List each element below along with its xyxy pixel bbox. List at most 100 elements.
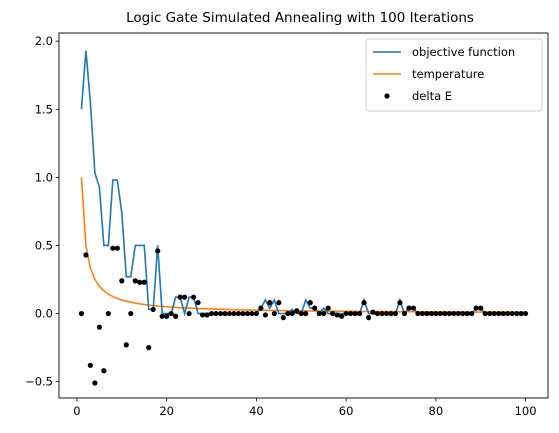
delta-e-point [141, 279, 147, 285]
delta-e-point [137, 279, 143, 285]
axes-ticks: 0 20 40 60 80 100 −0.5 0.0 0.5 1.0 1.5 2.0 [25, 34, 536, 418]
delta-e-point [383, 310, 390, 317]
delta-e-point [271, 310, 277, 317]
delta-e-point [164, 313, 170, 319]
delta-e-point [217, 310, 224, 317]
legend: objective function temperature delta E [365, 38, 543, 112]
delta-e-point [433, 310, 439, 317]
delta-e-point [424, 310, 430, 317]
delta-e-point [87, 362, 93, 368]
delta-e-point [285, 310, 291, 317]
delta-e-point [442, 310, 448, 317]
delta-e-point [78, 310, 85, 317]
axes-frame [58, 32, 549, 399]
delta-e-point [415, 310, 421, 317]
delta-e-point [451, 310, 457, 317]
delta-e-point [303, 310, 309, 317]
delta-e-point [101, 368, 107, 374]
delta-e-point [222, 310, 228, 317]
delta-e-point [231, 310, 237, 317]
delta-e-point [168, 310, 174, 317]
delta-e-point [186, 310, 192, 317]
delta-e-point [514, 310, 520, 317]
y-tick-label: 0.0 [35, 307, 53, 321]
delta-e-point [267, 300, 273, 306]
delta-e-point [105, 310, 111, 317]
y-tick-label: −0.5 [25, 375, 53, 389]
delta-e-point [496, 310, 502, 317]
delta-e-point [159, 313, 165, 319]
delta-e-point [96, 324, 102, 330]
delta-e-point [334, 312, 340, 318]
delta-e-point [226, 310, 233, 317]
x-tick-label: 20 [159, 404, 174, 418]
delta-e-point [428, 310, 434, 317]
y-tick-label: 0.5 [35, 238, 53, 252]
legend-delta-e-swatch [384, 93, 390, 99]
x-tick-label: 100 [515, 404, 537, 418]
delta-e-point [173, 313, 179, 319]
delta-e-point [235, 310, 242, 317]
delta-e-point [128, 310, 134, 317]
delta-e-point [509, 310, 515, 317]
x-tick-label: 80 [429, 404, 444, 418]
delta-e-point [208, 310, 215, 317]
delta-e-point [446, 310, 452, 317]
delta-e-point [132, 278, 138, 284]
delta-e-point [321, 310, 327, 317]
delta-e-point [199, 312, 206, 318]
delta-e-point [325, 305, 331, 311]
delta-e-point [146, 345, 152, 351]
delta-e-point [469, 310, 475, 317]
delta-e-point [505, 310, 511, 317]
delta-e-point [123, 342, 129, 348]
delta-e-point [213, 310, 219, 317]
delta-e-point [374, 310, 381, 317]
delta-e-point [294, 308, 300, 314]
delta-e-point [280, 315, 286, 321]
y-tick-label: 1.5 [35, 102, 53, 116]
delta-e-point [500, 310, 506, 317]
delta-e-point [410, 305, 417, 311]
delta-e-point [487, 310, 493, 317]
y-tick-label: 1.0 [35, 170, 53, 184]
temperature-line [80, 177, 526, 314]
delta-e-point [262, 312, 268, 318]
delta-e-point [240, 310, 246, 317]
delta-e-point [258, 305, 264, 311]
legend-objective-label: objective function [412, 45, 515, 59]
delta-e-point [289, 310, 295, 317]
x-tick-label: 60 [339, 404, 354, 418]
delta-e-point [298, 310, 304, 317]
delta-e-point [388, 310, 394, 317]
delta-e-point [464, 310, 470, 317]
delta-e-point [244, 310, 251, 317]
x-tick-label: 40 [249, 404, 264, 418]
delta-e-point [182, 294, 188, 300]
delta-e-point [437, 310, 443, 317]
delta-e-point [356, 310, 363, 317]
delta-e-point [249, 310, 255, 317]
delta-e-point [177, 294, 183, 300]
delta-e-point [204, 312, 210, 318]
delta-e-point [397, 300, 403, 306]
delta-e-point [190, 294, 197, 300]
delta-e-point [419, 310, 425, 317]
delta-e-point [253, 310, 259, 317]
delta-e-point [406, 305, 412, 311]
delta-e-point [361, 300, 367, 306]
legend-temperature-label: temperature [412, 67, 484, 81]
delta-e-point [316, 310, 322, 317]
delta-e-point [478, 305, 484, 311]
delta-e-point [473, 305, 479, 311]
legend-delta-e-label: delta E [412, 89, 452, 103]
delta-e-point [343, 310, 349, 317]
delta-e-point [379, 310, 385, 317]
delta-e-point [114, 245, 120, 251]
delta-e-point [150, 306, 156, 313]
delta-e-point [348, 310, 354, 317]
plot-area [78, 50, 529, 386]
delta-e-point [370, 309, 376, 315]
delta-e-point [522, 310, 529, 317]
